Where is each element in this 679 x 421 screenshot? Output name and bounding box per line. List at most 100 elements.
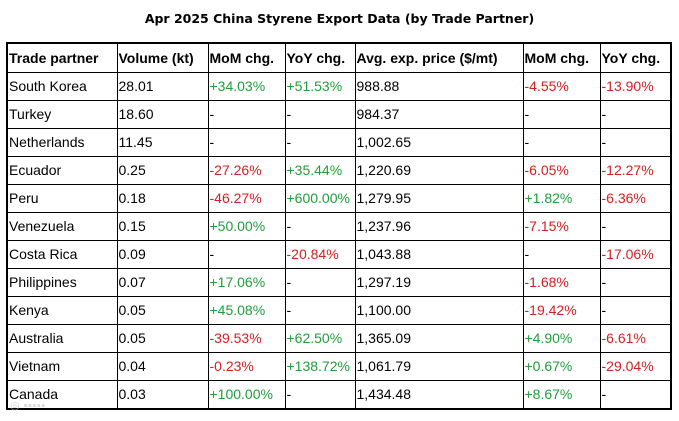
table-row: Costa Rica 0.09- -20.84% 1,043.88- -17.06% bbox=[6, 240, 672, 269]
cell-avg-price: 1,365.09 bbox=[354, 324, 524, 353]
cell-volume: 28.01 bbox=[116, 72, 209, 101]
cell-trade-partner: Kenya bbox=[6, 296, 118, 325]
cell-price-yoy: -17.06% bbox=[599, 240, 672, 269]
cell-avg-price: 1,279.95 bbox=[354, 184, 524, 213]
cell-avg-price: 1,237.96 bbox=[354, 212, 524, 241]
cell-volume: 0.07 bbox=[116, 268, 209, 297]
cell-trade-partner: Peru bbox=[6, 184, 118, 213]
column-header-trade-partner: Trade partner bbox=[6, 42, 118, 73]
cell-avg-price: 984.37 bbox=[354, 100, 524, 129]
cell-avg-price: 988.88 bbox=[354, 72, 524, 101]
table-body: South Korea 28.01 +34.03% +51.53% 988.88 -4.5… bbox=[6, 72, 672, 410]
cell-avg-price: 1,043.88 bbox=[354, 240, 524, 269]
column-header-avg-price: Avg. exp. price ($/mt) bbox=[354, 42, 524, 73]
cell-volume-yoy: +62.50% bbox=[284, 324, 356, 353]
cell-trade-partner: South Korea bbox=[6, 72, 118, 101]
column-header-volume-mom: MoM chg. bbox=[207, 42, 286, 73]
cell-volume-mom: - bbox=[207, 128, 286, 157]
cell-volume: 11.45 bbox=[116, 128, 209, 157]
cell-trade-partner: Costa Rica bbox=[6, 240, 118, 269]
cell-volume-mom: +45.08% bbox=[207, 296, 286, 325]
cell-volume-mom: +100.00% bbox=[207, 380, 286, 410]
cell-price-yoy: - bbox=[599, 296, 672, 325]
cell-volume-yoy: +138.72% bbox=[284, 352, 356, 381]
cell-trade-partner: Canada bbox=[6, 380, 118, 410]
cell-price-mom: +0.67% bbox=[522, 352, 601, 381]
cell-avg-price: 1,061.79 bbox=[354, 352, 524, 381]
cell-avg-price: 1,220.69 bbox=[354, 156, 524, 185]
cell-volume-yoy: +51.53% bbox=[284, 72, 356, 101]
column-header-price-yoy: YoY chg. bbox=[599, 42, 672, 73]
export-data-table: Trade partner Volume (kt) MoM chg. YoY c… bbox=[6, 42, 672, 410]
cell-volume: 0.04 bbox=[116, 352, 209, 381]
cell-price-yoy: -12.27% bbox=[599, 156, 672, 185]
table-row: Canada 0.03 +100.00% -1,434.48 +8.67% - bbox=[6, 380, 672, 410]
cell-volume-yoy: - bbox=[284, 296, 356, 325]
cell-price-mom: -4.55% bbox=[522, 72, 601, 101]
cell-price-yoy: - bbox=[599, 128, 672, 157]
table-header-row: Trade partner Volume (kt) MoM chg. YoY c… bbox=[6, 42, 672, 73]
column-header-volume: Volume (kt) bbox=[116, 42, 209, 73]
cell-volume-mom: -39.53% bbox=[207, 324, 286, 353]
table-row: Australia 0.05 -39.53% +62.50% 1,365.09 +4.90… bbox=[6, 324, 672, 353]
cell-trade-partner: Ecuador bbox=[6, 156, 118, 185]
cell-trade-partner: Turkey bbox=[6, 100, 118, 129]
cell-price-mom: - bbox=[522, 240, 601, 269]
cell-volume-mom: +34.03% bbox=[207, 72, 286, 101]
cell-price-mom: -19.42% bbox=[522, 296, 601, 325]
cell-price-yoy: - bbox=[599, 100, 672, 129]
cell-price-mom: -7.15% bbox=[522, 212, 601, 241]
cell-volume-mom: +50.00% bbox=[207, 212, 286, 241]
cell-price-mom: +8.67% bbox=[522, 380, 601, 410]
cell-avg-price: 1,100.00 bbox=[354, 296, 524, 325]
cell-volume: 0.09 bbox=[116, 240, 209, 269]
cell-price-yoy: -6.36% bbox=[599, 184, 672, 213]
column-header-price-mom: MoM chg. bbox=[522, 42, 601, 73]
table-row: Venezuela 0.15 +50.00% -1,237.96 -7.15% - bbox=[6, 212, 672, 241]
cell-price-mom: - bbox=[522, 100, 601, 129]
cell-volume-mom: - bbox=[207, 100, 286, 129]
cell-price-mom: +1.82% bbox=[522, 184, 601, 213]
cell-price-yoy: - bbox=[599, 380, 672, 410]
cell-volume: 0.18 bbox=[116, 184, 209, 213]
cell-volume-yoy: - bbox=[284, 268, 356, 297]
table-row: Netherlands 11.45- -1,002.65- - bbox=[6, 128, 672, 157]
cell-trade-partner: Vietnam bbox=[6, 352, 118, 381]
cell-trade-partner: Australia bbox=[6, 324, 118, 353]
table-row: Vietnam 0.04 -0.23% +138.72% 1,061.79 +0.67% -… bbox=[6, 352, 672, 381]
cell-price-yoy: - bbox=[599, 212, 672, 241]
cell-trade-partner: Venezuela bbox=[6, 212, 118, 241]
cell-volume-mom: +17.06% bbox=[207, 268, 286, 297]
cell-volume-mom: - bbox=[207, 240, 286, 269]
cell-price-yoy: -29.04% bbox=[599, 352, 672, 381]
cell-volume-mom: -46.27% bbox=[207, 184, 286, 213]
cell-volume-yoy: - bbox=[284, 380, 356, 410]
cell-volume: 0.15 bbox=[116, 212, 209, 241]
cell-avg-price: 1,434.48 bbox=[354, 380, 524, 410]
cell-volume: 0.05 bbox=[116, 324, 209, 353]
table-row: Philippines 0.07 +17.06% -1,297.19 -1.68% - bbox=[6, 268, 672, 297]
page-title: Apr 2025 China Styrene Export Data (by T… bbox=[144, 11, 535, 26]
cell-volume-yoy: -20.84% bbox=[284, 240, 356, 269]
cell-avg-price: 1,297.19 bbox=[354, 268, 524, 297]
cell-avg-price: 1,002.65 bbox=[354, 128, 524, 157]
cell-price-mom: +4.90% bbox=[522, 324, 601, 353]
cell-volume: 0.25 bbox=[116, 156, 209, 185]
cell-price-mom: -6.05% bbox=[522, 156, 601, 185]
table-row: Kenya 0.05 +45.08% -1,100.00 -19.42% - bbox=[6, 296, 672, 325]
cell-volume: 0.03 bbox=[116, 380, 209, 410]
table-row: South Korea 28.01 +34.03% +51.53% 988.88 -4.5… bbox=[6, 72, 672, 101]
column-header-volume-yoy: YoY chg. bbox=[284, 42, 356, 73]
cell-volume-mom: -27.26% bbox=[207, 156, 286, 185]
cell-price-yoy: - bbox=[599, 268, 672, 297]
cell-volume-mom: -0.23% bbox=[207, 352, 286, 381]
cell-price-mom: -1.68% bbox=[522, 268, 601, 297]
cell-volume-yoy: - bbox=[284, 100, 356, 129]
cell-volume-yoy: +600.00% bbox=[284, 184, 356, 213]
table-row: Ecuador 0.25 -27.26% +35.44% 1,220.69 -6.05% -… bbox=[6, 156, 672, 185]
cell-volume-yoy: - bbox=[284, 212, 356, 241]
table-row: Turkey 18.60- -984.37- - bbox=[6, 100, 672, 129]
cell-volume: 18.60 bbox=[116, 100, 209, 129]
cell-trade-partner: Netherlands bbox=[6, 128, 118, 157]
table-row: Peru 0.18 -46.27% +600.00% 1,279.95 +1.82% -6.… bbox=[6, 184, 672, 213]
